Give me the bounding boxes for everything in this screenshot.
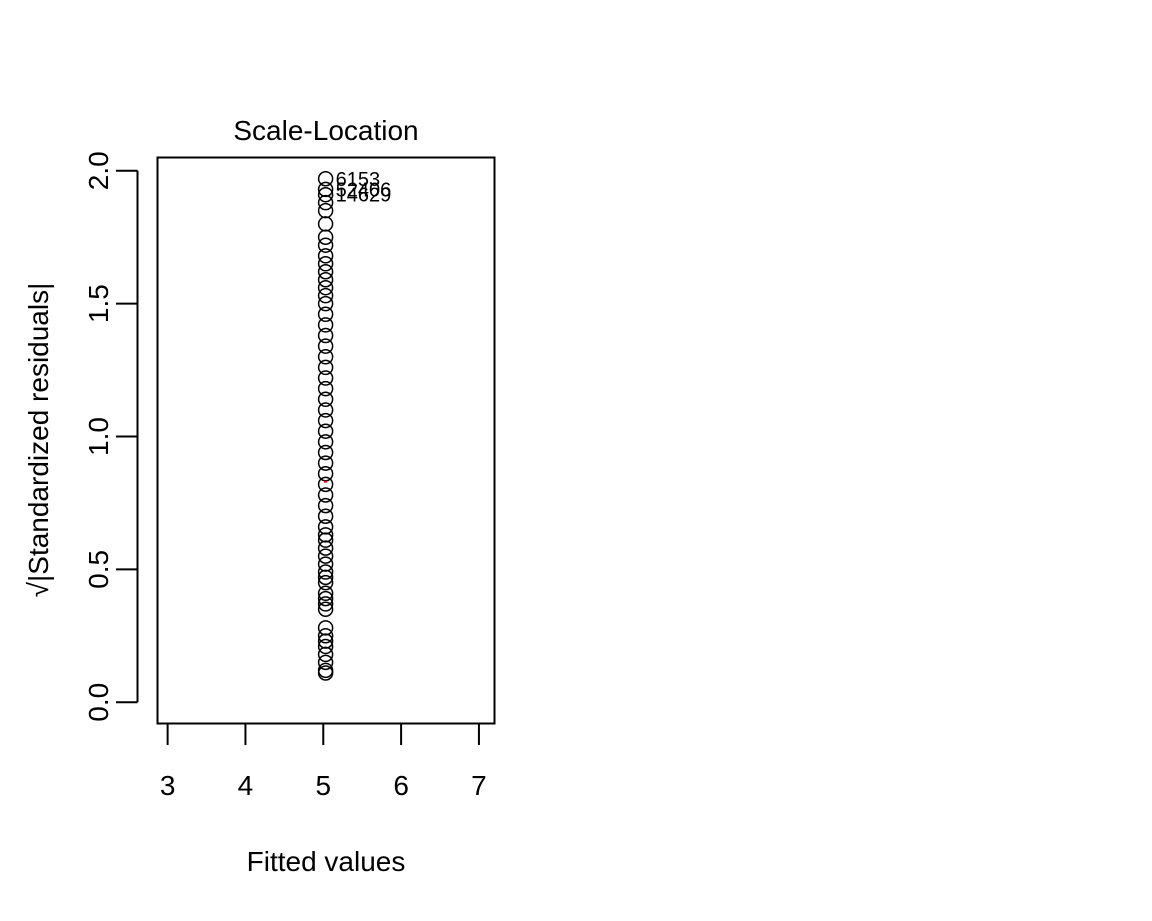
data-point [317, 564, 334, 580]
data-point [317, 638, 334, 655]
y-axis: 0.0 0.5 1.0 1.5 2.0 [83, 151, 139, 722]
data-point [317, 256, 334, 272]
data-point [317, 540, 334, 556]
y-axis-label: √|Standardized residuals| [23, 283, 54, 598]
data-point [317, 202, 334, 219]
data-point [317, 229, 334, 245]
data-point [317, 601, 334, 617]
data-point [317, 620, 334, 636]
plot-frame [156, 156, 496, 725]
data-point [317, 423, 334, 439]
data-point [317, 216, 334, 232]
data-point [317, 548, 334, 564]
data-point [317, 186, 334, 203]
y-tick-label: 1.5 [83, 284, 114, 323]
x-tick-label: 3 [160, 770, 176, 801]
data-point [317, 434, 334, 450]
data-point [317, 181, 334, 198]
data-point [317, 295, 334, 312]
x-tick-label: 6 [393, 770, 409, 801]
point-label: 14629 [336, 185, 392, 207]
data-point [317, 271, 334, 288]
data-point [317, 574, 334, 591]
data-point [317, 646, 334, 663]
data-point [317, 287, 334, 304]
data-point [317, 654, 334, 671]
data-point [317, 349, 334, 365]
y-tick-label: 1.0 [83, 417, 114, 456]
data-point [317, 497, 334, 514]
data-point [317, 455, 334, 471]
data-point [317, 264, 334, 280]
data-point [317, 359, 334, 376]
data-point [317, 317, 334, 333]
x-tick-label: 7 [471, 770, 487, 801]
data-point [317, 590, 334, 607]
data-point [317, 508, 334, 524]
data-point [317, 662, 334, 679]
x-axis: 3 4 5 6 7 [160, 722, 487, 801]
point-label: 6153 [336, 169, 381, 191]
data-point [317, 279, 334, 296]
data-point [317, 391, 334, 408]
data-points [317, 171, 334, 681]
data-point [317, 306, 334, 323]
data-point [317, 412, 334, 429]
x-tick-label: 5 [315, 770, 331, 801]
data-point [317, 556, 334, 572]
point-label: 52406 [336, 179, 392, 201]
data-point [317, 171, 334, 187]
chart-title: Scale-Location [233, 115, 418, 146]
y-tick-label: 2.0 [83, 151, 114, 190]
data-point [317, 487, 334, 503]
data-point [317, 596, 334, 612]
data-point [317, 194, 334, 211]
x-axis-label: Fitted values [247, 846, 406, 877]
data-point [317, 476, 334, 493]
data-point [317, 327, 334, 344]
data-point [317, 237, 334, 253]
data-point [317, 338, 334, 354]
y-tick-label: 0.0 [83, 683, 114, 722]
data-point [317, 444, 334, 461]
data-point [317, 527, 334, 543]
data-point [317, 519, 334, 535]
data-point [317, 402, 334, 418]
y-tick-label: 0.5 [83, 550, 114, 589]
data-point [317, 248, 334, 264]
data-point [317, 370, 334, 386]
x-tick-label: 4 [238, 770, 254, 801]
data-point [317, 585, 334, 602]
data-point [317, 380, 334, 397]
data-point [317, 628, 334, 644]
